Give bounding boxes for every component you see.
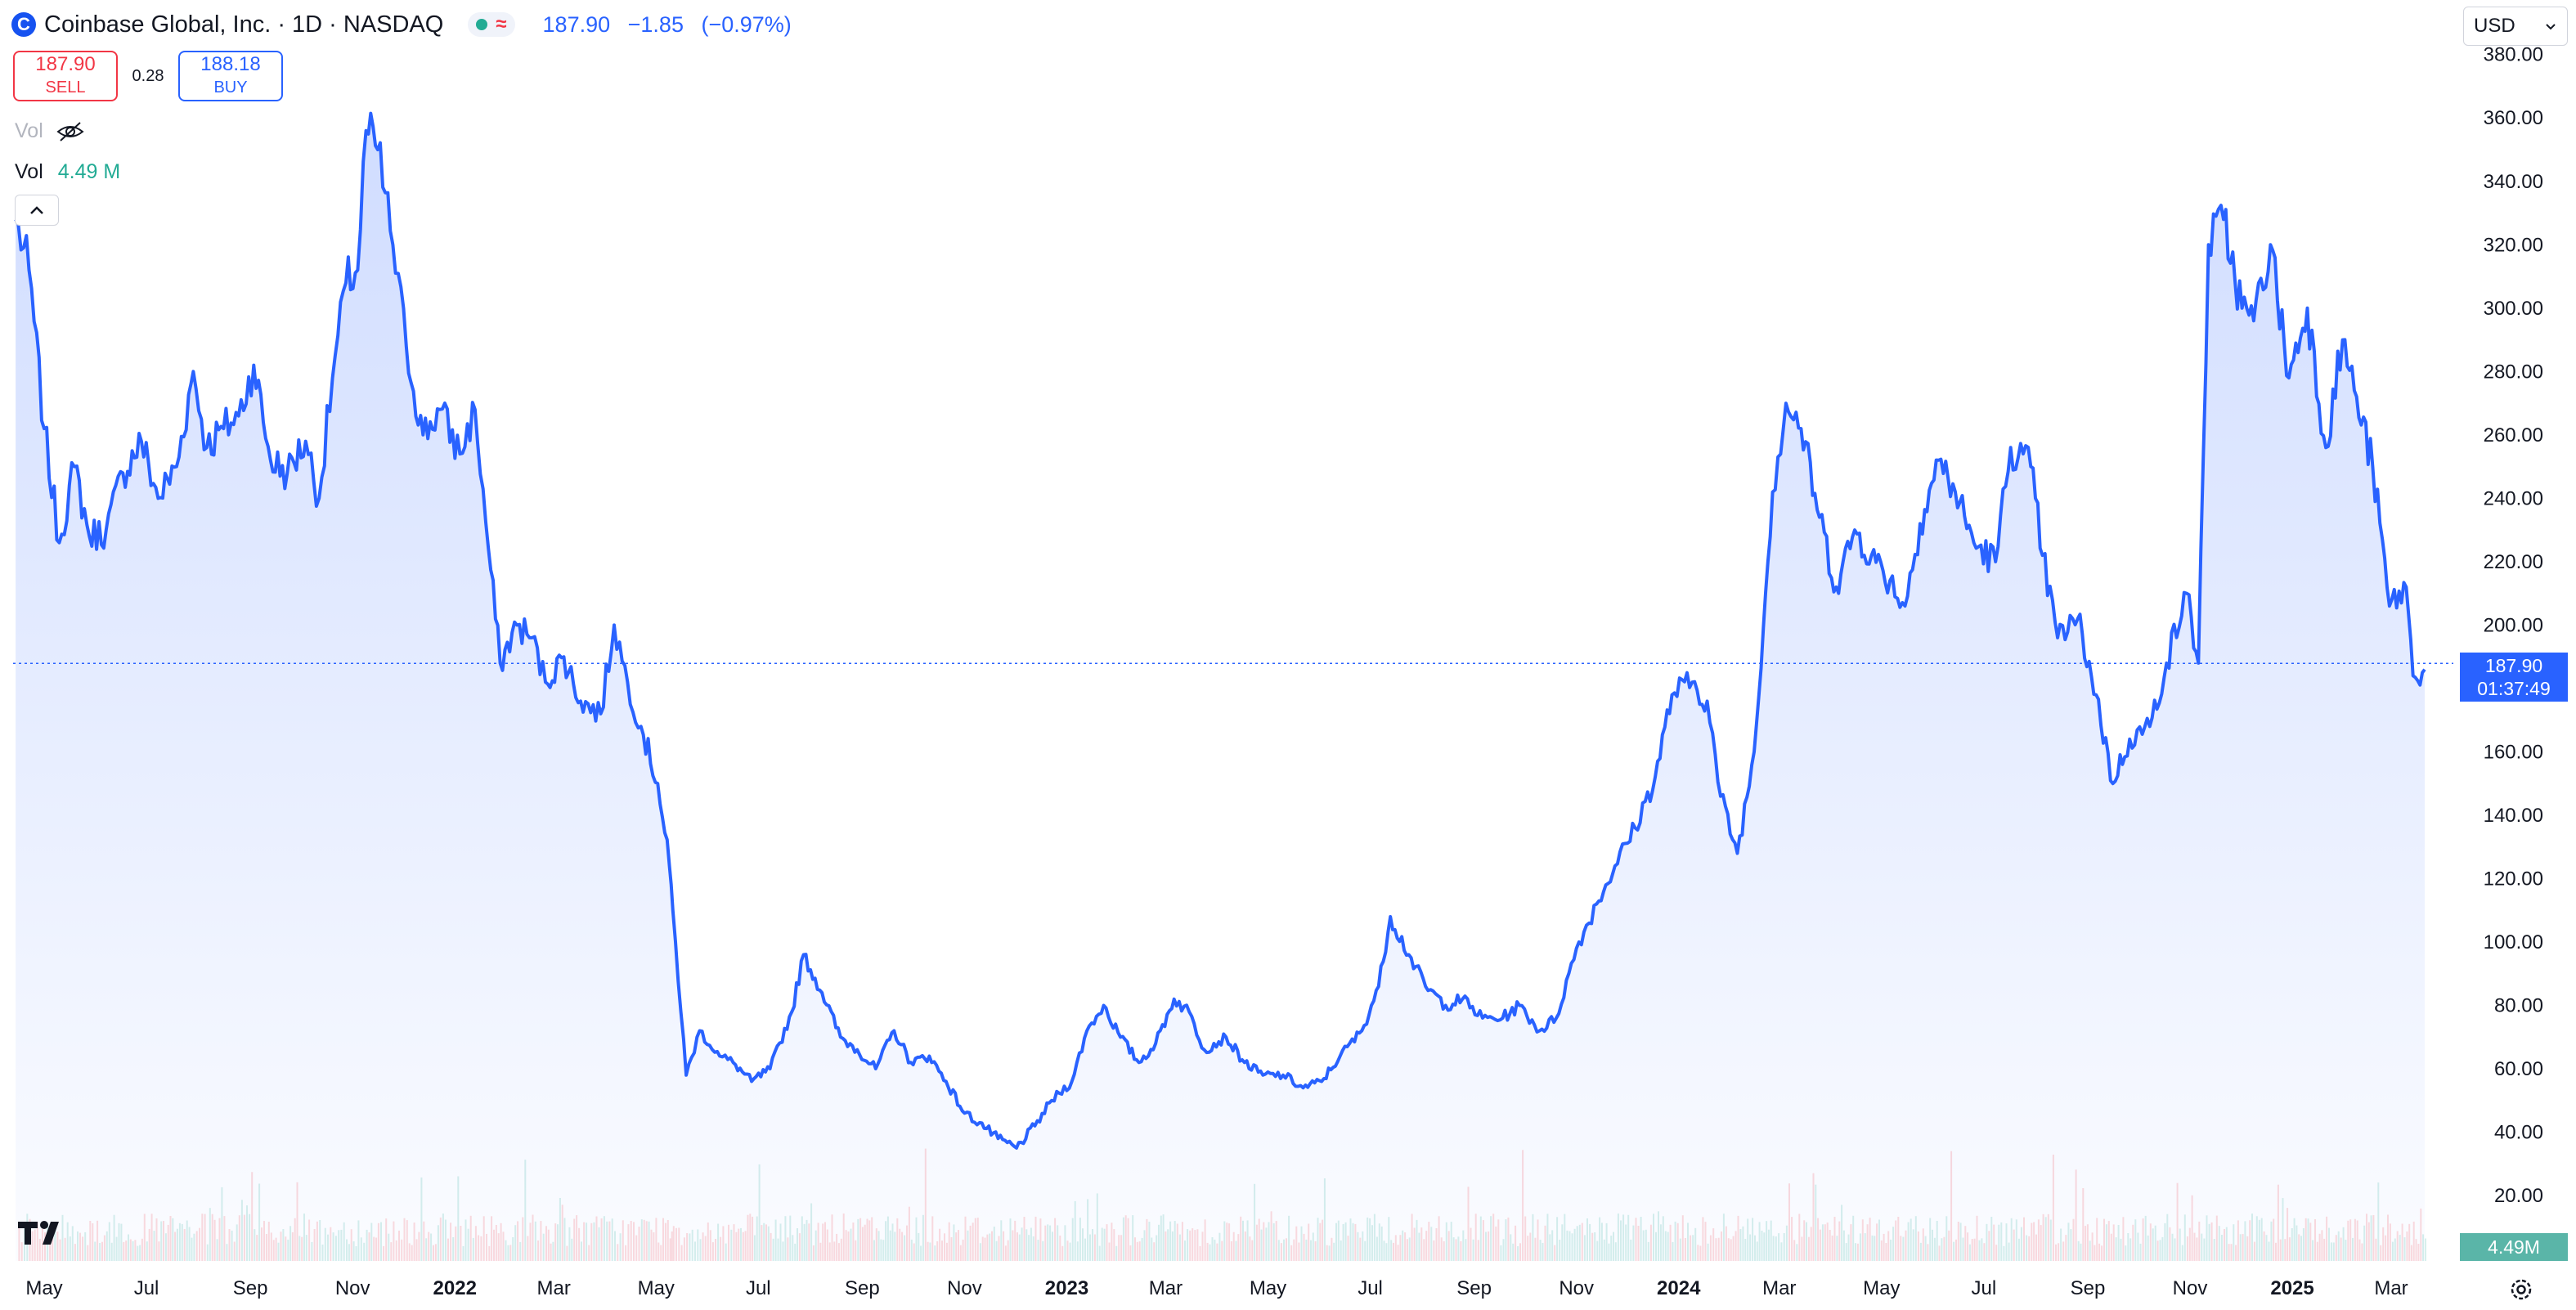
- buy-button[interactable]: 188.18 BUY: [178, 51, 283, 101]
- time-axis-label: Nov: [2173, 1277, 2208, 1299]
- price-axis-label: 160.00: [2484, 741, 2543, 763]
- price-axis-label: 280.00: [2484, 361, 2543, 383]
- time-axis-label: 2024: [1657, 1277, 1701, 1299]
- time-axis-label: Mar: [1762, 1277, 1796, 1299]
- header-change: −1.85: [627, 11, 684, 37]
- time-axis-label: Nov: [947, 1277, 982, 1299]
- price-axis-label: 240.00: [2484, 487, 2543, 509]
- buy-label: BUY: [213, 79, 248, 96]
- last-price-tag: 187.90 01:37:49: [2460, 653, 2568, 702]
- spread-value: 0.28: [132, 66, 164, 85]
- tradingview-logo-icon[interactable]: [18, 1218, 69, 1250]
- price-axis-label: 20.00: [2494, 1185, 2543, 1207]
- header-change-pct: (−0.97%): [701, 11, 792, 37]
- market-open-dot-icon: [476, 19, 488, 30]
- volume-tag: 4.49M: [2460, 1233, 2568, 1261]
- header-last-price: 187.90: [542, 11, 611, 37]
- time-axis-label: Jul: [1358, 1277, 1383, 1299]
- sell-price: 187.90: [35, 53, 96, 75]
- volume-value: 4.49 M: [57, 160, 121, 183]
- chevron-up-icon: [30, 206, 43, 214]
- collapse-legend-button[interactable]: [15, 195, 59, 226]
- price-axis-label: 40.00: [2494, 1122, 2543, 1144]
- time-axis-label: May: [1250, 1277, 1286, 1299]
- coinbase-logo-icon: C: [11, 12, 36, 37]
- volume-legend: Vol 4.49 M: [15, 160, 120, 184]
- time-axis-label: Nov: [1559, 1277, 1594, 1299]
- price-axis-label: 140.00: [2484, 805, 2543, 827]
- time-axis-label: Sep: [233, 1277, 268, 1299]
- currency-select[interactable]: USD: [2463, 7, 2568, 46]
- trade-buttons: 187.90 SELL 0.28 188.18 BUY: [13, 51, 283, 101]
- sell-label: SELL: [45, 79, 86, 96]
- time-axis-label: May: [638, 1277, 675, 1299]
- currency-value: USD: [2474, 15, 2515, 37]
- sell-button[interactable]: 187.90 SELL: [13, 51, 118, 101]
- delayed-data-icon: ≈: [496, 13, 507, 35]
- price-axis-label: 220.00: [2484, 551, 2543, 573]
- volume-label: Vol: [15, 160, 43, 183]
- eye-crossed-icon[interactable]: [56, 121, 84, 142]
- price-axis-label: 260.00: [2484, 424, 2543, 446]
- time-axis-label: Mar: [2374, 1277, 2408, 1299]
- header-quote: 187.90 −1.85 (−0.97%): [543, 12, 803, 38]
- gear-icon[interactable]: [2507, 1276, 2535, 1308]
- price-axis-label: 120.00: [2484, 868, 2543, 890]
- volume-bar: [2425, 1238, 2426, 1261]
- price-area-fill: [16, 113, 2425, 1262]
- time-axis-label: 2025: [2270, 1277, 2313, 1299]
- price-axis-label: 340.00: [2484, 171, 2543, 193]
- price-axis-label: 360.00: [2484, 107, 2543, 129]
- market-status-pill[interactable]: ≈: [468, 12, 515, 37]
- chevron-down-icon: [2546, 24, 2556, 30]
- price-axis-label: 60.00: [2494, 1058, 2543, 1080]
- time-axis-label: May: [25, 1277, 62, 1299]
- chart-header: C Coinbase Global, Inc. · 1D · NASDAQ ≈ …: [11, 8, 803, 41]
- price-line: [14, 111, 2426, 1150]
- time-axis-label: Jul: [134, 1277, 159, 1299]
- price-axis-label: 100.00: [2484, 931, 2543, 953]
- price-axis-label: 320.00: [2484, 234, 2543, 256]
- time-axis-label: Nov: [335, 1277, 370, 1299]
- price-axis-label: 80.00: [2494, 995, 2543, 1017]
- time-axis-label: Jul: [1972, 1277, 1997, 1299]
- symbol-title[interactable]: Coinbase Global, Inc. · 1D · NASDAQ: [44, 11, 444, 38]
- price-axis-label: 380.00: [2484, 44, 2543, 66]
- hidden-volume-label: Vol: [15, 119, 43, 142]
- time-axis-label: Sep: [845, 1277, 880, 1299]
- time-axis-label: Sep: [2071, 1277, 2106, 1299]
- price-axis[interactable]: 20.00 40.00 60.00 80.00 100.00 120.00 140.00 16…: [2484, 44, 2543, 1207]
- time-axis-label: May: [1863, 1277, 1900, 1299]
- time-axis[interactable]: May Jul Sep Nov 2022 Mar May Jul Sep Nov 2023 Mar Ma…: [25, 1277, 2408, 1299]
- time-axis-label: Mar: [537, 1277, 571, 1299]
- time-axis-label: Jul: [746, 1277, 771, 1299]
- time-axis-label: 2022: [433, 1277, 477, 1299]
- buy-price: 188.18: [200, 53, 261, 75]
- price-axis-label: 300.00: [2484, 298, 2543, 320]
- time-axis-label: Sep: [1456, 1277, 1492, 1299]
- bar-countdown: 01:37:49: [2477, 678, 2551, 699]
- last-price-tag-value: 187.90: [2484, 655, 2543, 676]
- price-axis-label: 200.00: [2484, 614, 2543, 636]
- hidden-volume-legend: Vol: [15, 119, 84, 143]
- time-axis-label: Mar: [1149, 1277, 1183, 1299]
- time-axis-label: 2023: [1045, 1277, 1088, 1299]
